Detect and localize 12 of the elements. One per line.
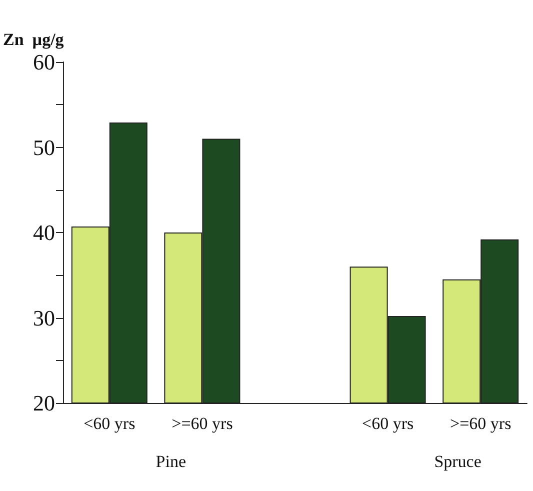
y-tick-label: 20 <box>33 390 55 416</box>
y-axis-title: Zn µg/g <box>3 30 64 49</box>
x-tick-label: <60 yrs <box>84 414 136 433</box>
y-tick-label: 60 <box>33 50 55 74</box>
x-tick-label: <60 yrs <box>362 414 414 433</box>
x-tick-label: >=60 yrs <box>172 414 233 433</box>
y-tick-label: 40 <box>33 220 55 245</box>
y-tick-label: 50 <box>33 134 55 160</box>
text: Spruce <box>434 452 482 471</box>
y-tick-label: 30 <box>33 305 55 330</box>
x-tick-label: >=60 yrs <box>450 414 512 433</box>
text: Pine <box>156 452 186 471</box>
